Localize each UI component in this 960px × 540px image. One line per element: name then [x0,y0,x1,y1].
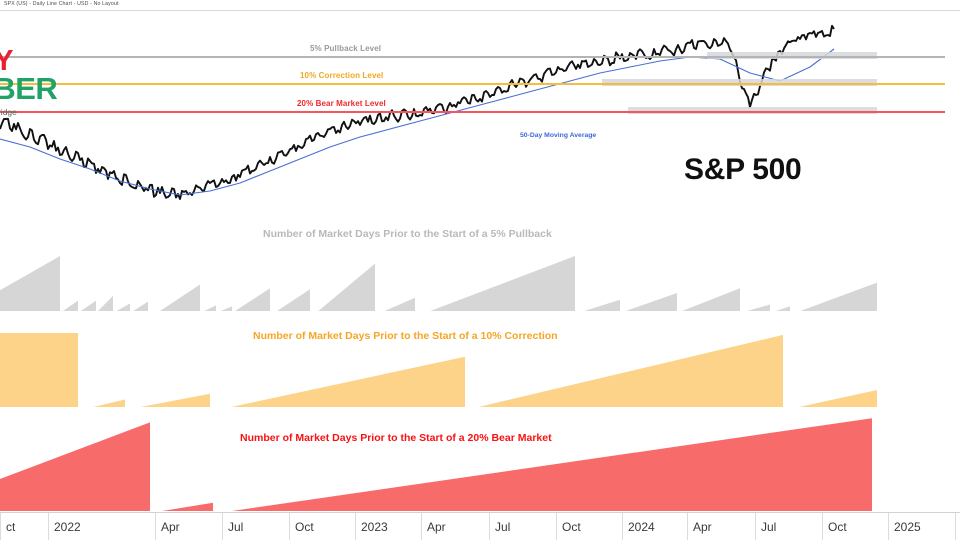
ramp-segment [682,288,740,311]
x-axis-tick [222,513,223,540]
correction-panel-title: Number of Market Days Prior to the Start… [253,330,558,342]
pullback-panel-title: Number of Market Days Prior to the Start… [263,228,552,240]
window-titlebar: SPX (US) - Daily Line Chart - USD - No L… [0,0,960,11]
ramp-segment [584,299,620,311]
x-axis-tick [622,513,623,540]
x-axis-tick [955,513,956,540]
ramp-segment [116,303,130,311]
x-axis-tick-label: Apr [693,520,712,534]
ramp-segment [776,306,790,311]
highlight-band-pullback [707,52,877,59]
logo-byline: t Hawkridge [0,107,17,117]
x-axis: ct 2022 Apr Jul Oct 2023 Apr Jul Oct 2024 Apr Jul Oc… [0,512,960,540]
ramp-segment [625,293,677,311]
ramp-segment [140,393,210,407]
ramp-segment [235,288,270,311]
ramp-segment [478,334,783,407]
ramp-segment [430,256,575,311]
x-axis-tick [421,513,422,540]
x-axis-tick [289,513,290,540]
ramp-segment [231,356,465,407]
logo-line-1-text: ILY [0,45,13,77]
ramp-segment [62,300,78,311]
bear-area-svg [0,418,872,511]
moving-average-label: 50-Day Moving Average [520,132,597,139]
x-axis-tick [48,513,49,540]
threshold-label-correction: 10% Correction Level [300,71,384,80]
logo-line-1: ILY [0,47,13,76]
brand-logo: ILY MBER t Hawkridge [0,47,92,118]
ramp-segment [133,301,148,311]
x-axis-tick [489,513,490,540]
ramp-segment [80,300,96,311]
threshold-line-bear [0,111,945,113]
x-axis-tick-label: 2024 [628,520,655,534]
x-axis-tick [556,513,557,540]
threshold-label-bear: 20% Bear Market Level [297,99,386,108]
x-axis-tick-label: Jul [228,520,244,534]
ramp-segment [0,256,60,311]
x-axis-tick-label: 2025 [894,520,921,534]
ramp-segment [384,297,415,311]
ramp-segment [97,295,113,311]
x-axis-tick-label: Oct [562,520,581,534]
ramp-segment [277,289,310,311]
x-axis-tick-label: Apr [161,520,180,534]
pullback-area-svg [0,256,877,311]
highlight-band-correction [602,79,877,86]
ramp-segment [747,304,770,311]
x-axis-tick-label: Oct [828,520,847,534]
ramp-segment [160,284,200,311]
x-axis-tick-label: 2022 [54,520,81,534]
bear-panel-title: Number of Market Days Prior to the Start… [240,432,552,444]
price-line [0,24,835,200]
x-axis-tick-label: Oct [295,520,314,534]
ramp-segment [204,305,216,311]
window-title: SPX (US) - Daily Line Chart - USD - No L… [4,1,119,7]
x-axis-tick [687,513,688,540]
threshold-line-pullback [0,56,945,58]
threshold-label-pullback: 5% Pullback Level [310,44,382,53]
price-plot-area: 5% Pullback Level 10% Correction Level 2… [0,11,945,215]
x-axis-tick [355,513,356,540]
logo-line-2: MBER [0,71,58,106]
bear-plot-area: Number of Market Days Prior to the Start… [0,410,945,511]
x-axis-tick [822,513,823,540]
highlight-band-bear [628,107,877,114]
ramp-segment [220,306,232,311]
ramp-segment [318,263,375,311]
ramp-segment [0,333,78,407]
ramp-segment [0,422,150,511]
x-axis-tick-label: 2023 [361,520,388,534]
threshold-line-correction [0,83,945,85]
x-axis-tick [755,513,756,540]
x-axis-tick-label: ct [6,520,16,534]
ramp-segment [93,399,125,407]
x-axis-tick-label: Jul [495,520,511,534]
ramp-segment [162,502,213,511]
x-axis-tick-label: Jul [761,520,777,534]
pullback-plot-area: Number of Market Days Prior to the Start… [0,218,945,311]
ramp-segment [800,282,877,311]
ramp-segment [799,390,877,407]
x-axis-tick [0,513,1,540]
x-axis-tick [888,513,889,540]
correction-plot-area: Number of Market Days Prior to the Start… [0,314,945,407]
correction-area-svg [0,333,877,407]
x-axis-tick [155,513,156,540]
x-axis-tick-label: Apr [427,520,446,534]
instrument-title: S&P 500 [684,153,802,186]
